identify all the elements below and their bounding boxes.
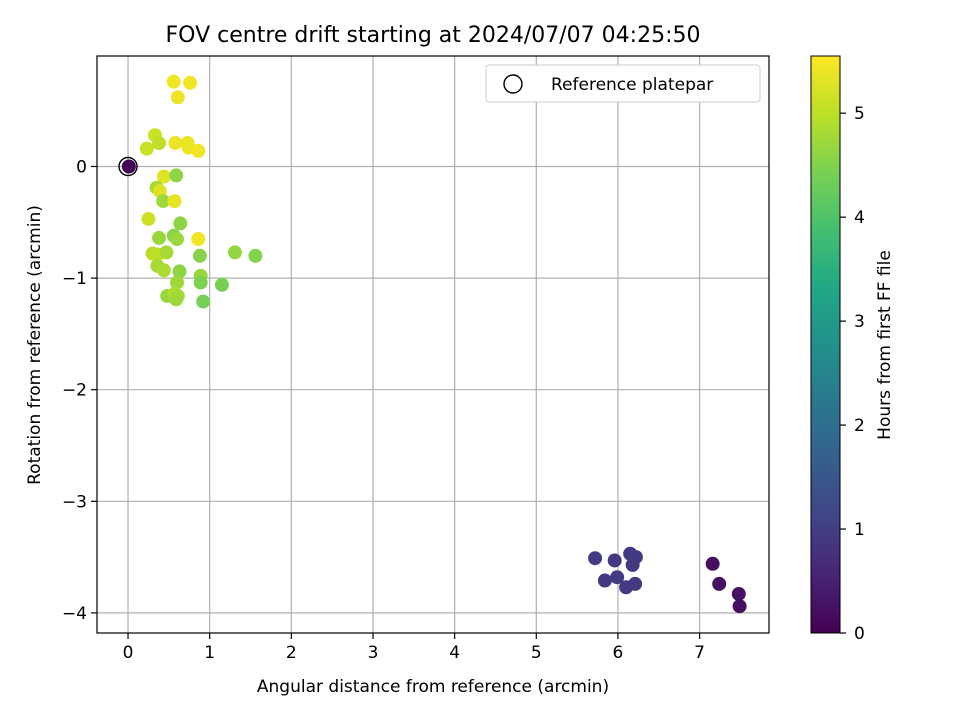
data-point [167,194,182,209]
data-point [156,263,171,278]
data-point [227,245,242,260]
data-point [139,141,154,156]
data-point [607,553,622,568]
x-tick-label: 2 [286,643,297,663]
x-tick-label: 4 [449,643,460,663]
colorbar-tick-label: 4 [854,208,865,228]
colorbar-label: Hours from first FF file [875,250,895,440]
data-point [168,136,183,151]
x-tick-label: 1 [204,643,215,663]
y-tick-label: −4 [62,604,87,624]
colorbar-tick-label: 5 [854,104,865,124]
x-tick-label: 5 [531,643,542,663]
data-point [170,275,185,290]
chart-title: FOV centre drift starting at 2024/07/07 … [166,23,701,48]
colorbar-tick-label: 1 [854,520,865,540]
data-point [156,194,171,209]
data-points [121,74,747,614]
y-tick-label: 0 [76,157,87,177]
data-point [166,74,181,89]
x-tick-label: 7 [694,643,705,663]
data-point [191,232,206,247]
x-tick-label: 6 [613,643,624,663]
data-point [141,211,156,226]
plot-frame [96,55,770,634]
legend: Reference platepar [485,64,761,103]
grid-lines [97,56,769,633]
data-point [152,136,167,151]
colorbar: 0 1 2 3 4 5 Hours from first FF file [810,55,895,644]
reference-marker [118,156,138,177]
data-point [705,556,720,571]
data-point [191,143,206,158]
data-point [169,292,184,307]
colorbar-tick-label: 2 [854,416,865,436]
data-point [193,275,208,290]
legend-entry: Reference platepar [551,75,713,95]
reference-circle [118,156,138,177]
data-point [159,245,174,260]
data-point [170,90,185,105]
data-point [169,168,184,183]
data-point [712,576,727,591]
data-point [625,557,640,572]
data-point [597,573,612,588]
data-point [173,216,188,231]
y-axis-ticks: 0 −1 −2 −3 −4 [62,157,97,624]
colorbar-tick-label: 0 [854,624,865,644]
data-point [628,576,643,591]
x-axis-ticks: 0 1 2 3 4 5 6 7 [123,633,705,663]
data-point [172,264,187,279]
data-point [732,599,747,614]
y-tick-label: −3 [62,492,87,512]
x-tick-label: 3 [368,643,379,663]
data-point [196,294,211,309]
data-point [588,551,603,566]
data-point [214,277,229,292]
colorbar-tick-label: 3 [854,312,865,332]
x-tick-label: 0 [123,643,134,663]
colorbar-gradient [810,55,841,634]
data-point [156,169,171,184]
y-tick-label: −1 [62,269,87,289]
legend-box [485,64,761,103]
data-point [121,159,136,174]
data-point [192,248,207,263]
y-tick-label: −2 [62,381,87,401]
data-point [170,232,185,247]
y-axis-label: Rotation from reference (arcmin) [25,205,45,485]
x-axis-label: Angular distance from reference (arcmin) [257,677,609,697]
data-point [731,586,746,601]
data-point [248,248,263,263]
data-point [152,230,167,245]
data-point [183,75,198,90]
legend-marker [503,74,523,94]
data-point [610,570,625,585]
colorbar-ticks: 0 1 2 3 4 5 [840,104,865,644]
